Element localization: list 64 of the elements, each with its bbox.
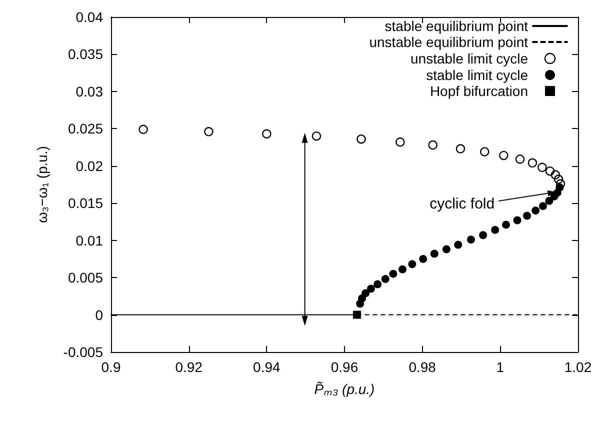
point: [545, 196, 554, 205]
point: [419, 254, 428, 263]
point: [381, 275, 390, 284]
point: [428, 140, 438, 150]
point: [408, 260, 416, 268]
y-tick-label: 0.04: [76, 9, 104, 25]
point: [499, 150, 508, 160]
point: [362, 289, 370, 298]
point: [356, 134, 366, 144]
point: [430, 250, 438, 258]
point: [513, 216, 522, 224]
point: [352, 310, 361, 319]
point: [550, 170, 560, 180]
annotation: cyclic fold: [430, 195, 495, 212]
point: [454, 240, 462, 249]
point: [532, 206, 540, 215]
point: [456, 144, 466, 154]
point: [366, 284, 375, 293]
point: [442, 245, 450, 254]
x-tick-label: 0.9: [101, 359, 121, 375]
point: [502, 220, 510, 229]
legend-label: unstable equilibrium point: [369, 34, 528, 50]
x-tick-label: 0.96: [330, 359, 358, 375]
point: [538, 162, 547, 172]
x-axis-title: P̃ₘ₃ (p.u.): [314, 381, 375, 397]
point: [528, 158, 538, 168]
y-tick-label: -0.005: [63, 344, 104, 360]
point: [466, 236, 475, 244]
point: [491, 226, 500, 234]
point: [554, 174, 564, 184]
legend-label: stable limit cycle: [426, 67, 528, 83]
y-tick-label: 0.02: [76, 158, 104, 174]
x-tick-label: 0.98: [408, 359, 436, 375]
y-tick-label: 0: [95, 306, 104, 323]
point: [138, 124, 148, 134]
x-tick-label: 1: [496, 359, 504, 375]
point: [398, 265, 406, 274]
point: [545, 166, 555, 176]
point: [479, 231, 488, 240]
point: [523, 212, 532, 220]
point: [515, 154, 525, 164]
point: [480, 147, 490, 156]
y-tick-label: 0.025: [68, 120, 104, 137]
legend-label: unstable limit cycle: [410, 50, 528, 66]
y-axis-title: ω₃−ω₁ (p.u.): [34, 146, 50, 224]
y-tick-label: 0.005: [68, 270, 104, 286]
point: [262, 129, 272, 138]
y-tick-label: 0.035: [68, 46, 104, 62]
y-tick-label: 0.015: [68, 195, 104, 212]
point: [204, 127, 214, 136]
legend-label: Hopf bifurcation: [430, 83, 528, 99]
y-tick-label: 0.03: [76, 83, 104, 100]
point: [556, 183, 564, 192]
legend-label: stable equilibrium point: [384, 18, 528, 34]
x-tick-label: 0.92: [175, 359, 203, 375]
x-tick-label: 0.94: [253, 359, 281, 375]
point: [396, 137, 405, 147]
x-tick-label: 1.02: [564, 359, 592, 375]
point: [389, 270, 398, 278]
y-tick-label: 0.01: [76, 232, 104, 248]
point: [556, 179, 566, 188]
point: [312, 132, 322, 141]
point: [374, 280, 382, 288]
point: [538, 202, 547, 210]
